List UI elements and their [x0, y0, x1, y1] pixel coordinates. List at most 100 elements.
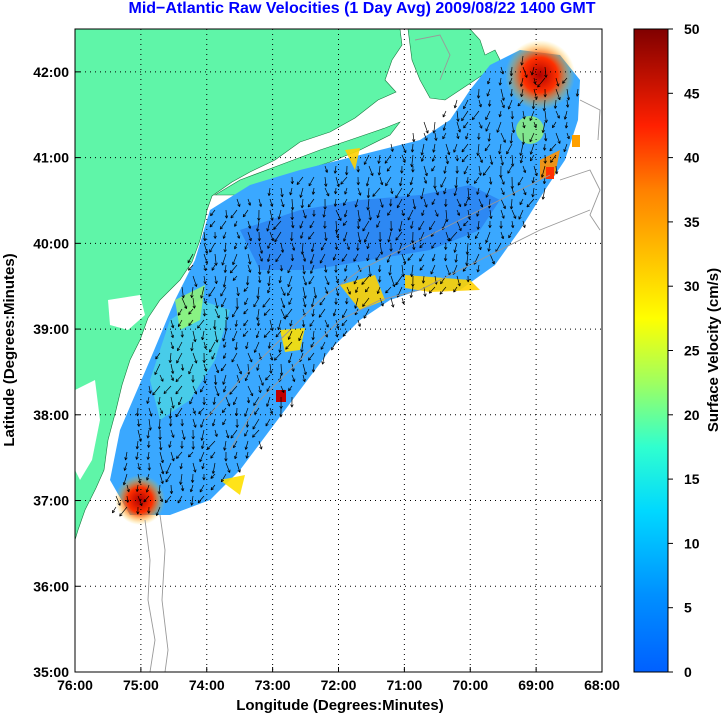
velocity-arrow: [500, 209, 505, 219]
velocity-arrow: [209, 341, 216, 353]
velocity-arrow: [453, 286, 458, 293]
velocity-arrow: [499, 220, 503, 229]
velocity-arrow: [368, 209, 372, 221]
velocity-arrow: [177, 341, 183, 352]
velocity-arrow: [235, 297, 239, 310]
velocity-arrow: [518, 209, 524, 220]
velocity-arrow: [203, 264, 207, 272]
y-tick-label: 38:00: [33, 407, 69, 423]
velocity-arrow: [258, 374, 264, 386]
velocity-arrow: [192, 385, 198, 395]
velocity-arrow: [357, 209, 362, 222]
velocity-arrow: [214, 385, 220, 397]
velocity-arrow: [384, 154, 392, 164]
velocity-arrow: [111, 506, 117, 514]
velocity-arrow: [444, 198, 448, 207]
velocity-arrow: [210, 451, 216, 459]
velocity-arrow: [456, 220, 462, 232]
velocity-arrow: [550, 154, 557, 163]
velocity-arrow: [365, 176, 370, 187]
velocity-arrow: [169, 418, 173, 427]
velocity-arrow: [200, 286, 205, 299]
velocity-arrow: [275, 330, 282, 338]
velocity-arrow: [356, 176, 360, 186]
velocity-arrow: [376, 286, 381, 295]
velocity-arrow: [209, 220, 216, 228]
velocity-arrow: [256, 363, 260, 371]
velocity-arrow: [401, 143, 407, 154]
velocity-arrow: [542, 99, 546, 112]
velocity-arrow: [287, 286, 293, 296]
velocity-arrow: [542, 143, 547, 151]
velocity-arrow: [387, 209, 392, 216]
velocity-arrow: [290, 253, 295, 262]
velocity-arrow: [267, 275, 271, 287]
velocity-arrow: [418, 220, 425, 231]
velocity-arrow: [221, 253, 227, 266]
velocity-arrow: [233, 242, 238, 250]
velocity-arrow: [170, 319, 175, 329]
velocity-arrow: [488, 220, 492, 229]
velocity-arrow: [500, 99, 505, 109]
velocity-arrow: [410, 143, 415, 153]
velocity-arrow: [246, 396, 251, 404]
velocity-vectors: [111, 55, 580, 517]
velocity-arrow: [343, 231, 348, 242]
velocity-arrow: [242, 209, 249, 218]
velocity-arrow: [377, 264, 382, 273]
velocity-arrow: [335, 176, 340, 188]
plot-area: [75, 29, 602, 672]
velocity-arrow: [180, 440, 184, 449]
velocity-arrow: [122, 473, 128, 486]
velocity-arrow: [323, 220, 327, 229]
colorbar-tick-label: 10: [684, 535, 700, 551]
velocity-arrow: [453, 143, 458, 153]
velocity-arrow: [522, 220, 526, 229]
velocity-arrow: [344, 264, 348, 272]
velocity-arrow: [256, 220, 260, 232]
velocity-arrow: [258, 253, 263, 262]
velocity-arrow: [477, 132, 481, 140]
velocity-arrow: [363, 154, 370, 165]
y-tick-label: 39:00: [33, 321, 69, 337]
velocity-arrow: [192, 297, 196, 309]
velocity-arrow: [135, 407, 140, 417]
velocity-arrow: [143, 495, 150, 503]
velocity-arrow: [203, 297, 207, 305]
velocity-arrow: [187, 264, 194, 271]
velocity-arrow: [289, 187, 293, 196]
velocity-arrow: [159, 374, 164, 382]
velocity-arrow: [234, 319, 238, 327]
velocity-arrow: [279, 407, 283, 418]
velocity-arrow: [412, 132, 416, 143]
velocity-arrow: [456, 198, 462, 208]
velocity-arrow: [340, 176, 348, 185]
y-tick-label: 37:00: [33, 493, 69, 509]
velocity-arrow: [177, 308, 183, 316]
velocity-arrow: [165, 473, 172, 483]
colorbar-tick-label: 5: [684, 600, 692, 616]
velocity-arrow: [448, 231, 458, 242]
velocity-arrow: [202, 473, 206, 481]
velocity-arrow: [290, 176, 294, 185]
velocity-arrow: [379, 297, 384, 307]
velocity-arrow: [454, 253, 458, 263]
velocity-arrow: [445, 209, 449, 223]
velocity-arrow: [285, 308, 293, 318]
velocity-arrow: [434, 187, 439, 196]
velocity-arrow: [478, 242, 482, 251]
velocity-arrow: [158, 429, 162, 440]
velocity-arrow: [220, 473, 227, 483]
x-axis: 76:00 75:00 74:00 73:00 72:00 71:00 70:00 69:00…: [57, 667, 620, 693]
velocity-arrow: [229, 385, 238, 395]
velocity-arrow: [463, 121, 469, 129]
velocity-arrow: [498, 143, 502, 155]
velocity-arrow: [482, 165, 491, 176]
velocity-arrow: [467, 187, 471, 200]
velocity-arrow: [443, 187, 447, 195]
velocity-arrow: [280, 297, 286, 309]
velocity-arrow: [453, 242, 458, 253]
velocity-arrow: [263, 330, 271, 338]
velocity-arrow: [399, 176, 403, 187]
